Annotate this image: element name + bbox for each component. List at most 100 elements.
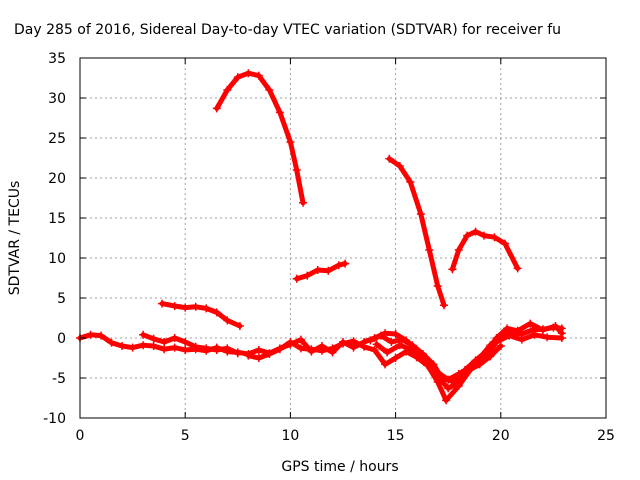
data-point-marker — [244, 351, 253, 360]
data-point-marker — [244, 69, 253, 78]
data-point-marker — [292, 166, 301, 174]
data-point-marker — [191, 342, 200, 351]
data-point-marker — [86, 330, 95, 339]
x-tick-label: 25 — [597, 428, 615, 444]
data-point-marker — [296, 335, 305, 344]
data-point-marker — [482, 347, 491, 356]
data-point-marker — [513, 326, 522, 335]
data-point-marker — [233, 349, 242, 358]
data-point-marker — [372, 340, 381, 349]
x-tick-label: 20 — [492, 428, 510, 444]
data-point-marker — [254, 354, 263, 362]
data-point-marker — [212, 308, 221, 317]
data-point-marker — [513, 264, 522, 273]
data-point-marker — [181, 303, 190, 312]
data-point-marker — [349, 337, 358, 346]
data-point-marker — [149, 334, 158, 343]
data-point-marker — [557, 329, 566, 338]
y-tick-label: 20 — [48, 171, 66, 187]
data-point-marker — [286, 138, 295, 146]
data-point-marker — [391, 354, 400, 362]
data-point-marker — [139, 330, 148, 339]
data-point-marker — [292, 274, 301, 283]
data-point-marker — [391, 330, 400, 338]
data-point-marker — [339, 339, 347, 348]
data-point-marker — [324, 266, 333, 275]
data-point-marker — [202, 304, 211, 313]
data-point-marker — [448, 265, 457, 274]
data-point-marker — [235, 322, 244, 330]
data-point-marker — [538, 326, 547, 334]
data-point-marker — [341, 259, 350, 268]
y-tick-label: 30 — [48, 91, 66, 107]
data-point-marker — [496, 342, 505, 350]
y-tick-label: -5 — [52, 371, 66, 387]
data-point-marker — [526, 319, 535, 328]
data-point-marker — [429, 360, 438, 369]
data-point-marker — [479, 231, 488, 240]
data-point-marker — [454, 246, 463, 254]
y-tick-label: 25 — [48, 131, 66, 147]
x-tick-label: 5 — [181, 428, 190, 444]
data-point-marker — [433, 282, 442, 290]
y-tick-label: 15 — [48, 211, 66, 227]
data-point-marker — [212, 346, 221, 354]
data-point-marker — [275, 108, 284, 117]
data-point-marker — [223, 344, 232, 353]
data-point-marker — [307, 345, 316, 354]
plot-frame — [79, 57, 607, 419]
grid-lines — [80, 58, 606, 418]
data-point-marker — [191, 302, 200, 311]
data-point-marker — [406, 178, 415, 186]
data-point-marker — [254, 71, 263, 80]
data-point-marker — [381, 360, 390, 369]
data-point-marker — [223, 86, 232, 94]
data-point-marker — [296, 344, 305, 353]
data-point-marker — [170, 302, 179, 310]
x-tick-label: 15 — [387, 428, 405, 444]
data-point-marker — [385, 154, 394, 163]
chart-title: Day 285 of 2016, Sidereal Day-to-day VTE… — [14, 22, 561, 38]
data-point-marker — [139, 341, 148, 350]
data-point-marker — [97, 331, 106, 340]
data-point-marker — [461, 366, 470, 374]
data-point-marker — [286, 338, 295, 346]
y-axis-label: SDTVAR / TECUs — [7, 181, 23, 296]
data-point-marker — [334, 261, 343, 270]
data-series — [76, 69, 566, 405]
data-point-marker — [490, 233, 499, 242]
data-point-marker — [425, 246, 434, 254]
data-point-marker — [212, 104, 221, 113]
y-tick-label: -10 — [43, 411, 66, 427]
data-point-marker — [328, 344, 337, 353]
y-tick-label: 0 — [57, 331, 66, 347]
data-point-marker — [233, 73, 242, 82]
data-point-marker — [471, 356, 480, 365]
data-point-marker — [551, 322, 560, 330]
data-point-marker — [118, 342, 127, 350]
data-point-marker — [543, 333, 552, 342]
data-point-marker — [387, 338, 396, 346]
data-point-marker — [254, 346, 263, 354]
data-point-marker — [517, 335, 526, 344]
data-point-marker — [492, 334, 501, 342]
data-point-marker — [265, 86, 274, 94]
data-point-marker — [395, 162, 404, 170]
series-arc-a — [214, 70, 306, 206]
data-point-marker — [170, 343, 179, 352]
data-point-marker — [303, 271, 312, 280]
data-point-marker — [505, 331, 514, 340]
data-point-marker — [450, 378, 459, 386]
data-point-marker — [299, 198, 308, 207]
data-point-marker — [202, 344, 211, 353]
data-point-marker — [471, 227, 480, 236]
data-point-marker — [317, 346, 326, 355]
data-point-marker — [160, 338, 169, 346]
data-point-marker — [223, 316, 232, 325]
x-axis-label: GPS time / hours — [281, 459, 398, 475]
data-point-marker — [454, 382, 463, 390]
data-point-marker — [149, 342, 158, 350]
data-point-marker — [170, 334, 179, 342]
series-arc-i — [374, 332, 565, 403]
